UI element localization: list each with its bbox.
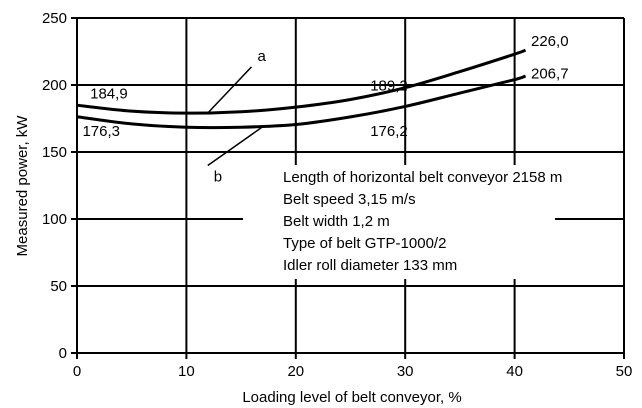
series-leader-b bbox=[207, 125, 264, 167]
series-labels: ab bbox=[207, 48, 267, 185]
x-tick-label: 0 bbox=[73, 363, 81, 380]
x-tick-label: 40 bbox=[506, 363, 523, 380]
series-label-b: b bbox=[214, 168, 222, 185]
info-line: Idler roll diameter 133 mm bbox=[283, 257, 457, 274]
info-line: Belt width 1,2 m bbox=[283, 213, 390, 230]
data-label: 176,2 bbox=[370, 123, 408, 140]
y-tick-label: 50 bbox=[50, 278, 67, 295]
info-line: Belt speed 3,15 m/s bbox=[283, 191, 416, 208]
x-axis-title: Loading level of belt conveyor, % bbox=[242, 389, 461, 406]
data-label: 206,7 bbox=[531, 65, 569, 82]
data-label: 189,2 bbox=[370, 77, 408, 94]
series-label-a: a bbox=[258, 48, 267, 65]
axes bbox=[71, 17, 625, 359]
data-label: 176,3 bbox=[82, 123, 120, 140]
y-tick-label: 250 bbox=[42, 10, 67, 27]
y-tick-label: 150 bbox=[42, 144, 67, 161]
x-tick-label: 20 bbox=[287, 363, 304, 380]
data-labels: 184,9 176,3 189,2 176,2 226,0 206,7 bbox=[82, 33, 568, 140]
series-lines bbox=[76, 48, 527, 130]
info-box: Length of horizontal belt conveyor 2158 … bbox=[243, 165, 562, 279]
y-axis-title: Measured power, kW bbox=[14, 115, 31, 257]
series-line-a bbox=[76, 48, 527, 115]
y-tick-label: 200 bbox=[42, 77, 67, 94]
y-tick-label: 100 bbox=[42, 211, 67, 228]
info-box-bg bbox=[243, 165, 555, 279]
info-line: Length of horizontal belt conveyor 2158 … bbox=[283, 169, 562, 186]
x-tick-label: 30 bbox=[397, 363, 414, 380]
x-tick-label: 10 bbox=[178, 363, 195, 380]
info-line: Type of belt GTP-1000/2 bbox=[283, 235, 446, 252]
data-label: 184,9 bbox=[90, 85, 128, 102]
series-line-b bbox=[76, 74, 527, 130]
y-tick-label: 0 bbox=[59, 345, 67, 362]
data-label: 226,0 bbox=[531, 33, 569, 50]
x-tick-label: 50 bbox=[616, 363, 633, 380]
series-leader-a bbox=[207, 66, 253, 113]
tick-labels: 0 10 20 30 40 50 0 50 100 150 200 250 bbox=[42, 10, 632, 380]
